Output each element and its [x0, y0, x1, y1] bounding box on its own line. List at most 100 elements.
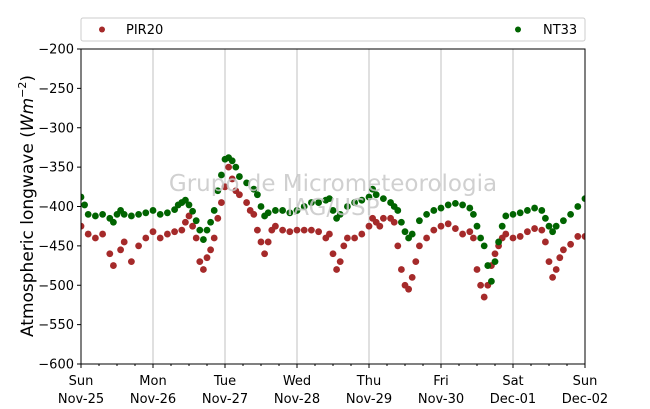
- data-point: [214, 187, 222, 195]
- x-tick-label-date: Nov-27: [202, 392, 248, 407]
- data-point: [92, 234, 99, 242]
- data-point: [401, 228, 409, 236]
- data-point: [531, 225, 538, 232]
- data-point: [127, 212, 135, 220]
- data-point: [444, 201, 452, 209]
- data-point: [444, 220, 452, 228]
- data-point: [574, 203, 582, 210]
- data-point: [171, 206, 179, 214]
- data-point: [257, 203, 265, 210]
- data-point: [293, 207, 301, 214]
- data-point: [236, 173, 243, 180]
- data-point: [416, 217, 423, 225]
- data-point: [459, 230, 466, 238]
- data-point: [300, 226, 308, 234]
- data-point: [200, 266, 207, 273]
- data-point: [405, 285, 412, 293]
- y-tick-label: −350: [38, 161, 74, 176]
- data-point: [203, 254, 211, 262]
- data-point: [182, 218, 189, 226]
- y-tick-label: −400: [38, 200, 74, 215]
- data-point: [390, 218, 398, 226]
- data-point: [466, 204, 474, 212]
- x-tick-label-date: Dec-02: [562, 392, 608, 407]
- data-point: [398, 266, 405, 273]
- data-point: [264, 238, 272, 246]
- data-point: [272, 207, 279, 214]
- data-point: [545, 222, 553, 230]
- data-point: [164, 209, 171, 217]
- data-point: [473, 266, 481, 273]
- data-point: [99, 210, 106, 218]
- x-tick-label-day: Sun: [69, 374, 94, 389]
- data-point: [300, 203, 308, 210]
- x-tick-label-day: Thu: [356, 374, 381, 389]
- data-point: [560, 217, 567, 225]
- data-point: [250, 210, 258, 218]
- data-point: [376, 222, 384, 230]
- data-point: [135, 210, 143, 218]
- data-point: [120, 238, 128, 246]
- data-point: [156, 234, 164, 242]
- y-tick-label: −450: [38, 239, 74, 254]
- data-point: [192, 234, 200, 242]
- data-point: [189, 207, 197, 215]
- data-point: [542, 238, 549, 246]
- data-point: [351, 199, 358, 206]
- data-point: [524, 207, 531, 214]
- data-point: [254, 226, 261, 234]
- series-pir20: [81, 163, 585, 301]
- data-point: [488, 277, 495, 285]
- data-point: [214, 214, 222, 222]
- data-point: [308, 226, 315, 234]
- y-tick-label: −500: [38, 279, 74, 294]
- x-tick-label-day: Sat: [502, 374, 523, 389]
- data-point: [232, 163, 240, 171]
- data-point: [369, 185, 376, 193]
- data-point: [394, 207, 402, 214]
- data-point: [135, 242, 143, 250]
- data-point: [264, 209, 272, 217]
- data-point: [560, 246, 567, 254]
- data-point: [178, 226, 186, 234]
- data-point: [142, 234, 150, 242]
- data-point: [185, 201, 193, 209]
- data-point: [326, 230, 333, 238]
- legend-marker-pir20: [99, 26, 105, 33]
- data-point: [509, 234, 517, 242]
- data-point: [171, 228, 179, 236]
- data-point: [84, 230, 92, 238]
- data-point: [538, 226, 546, 234]
- data-point: [408, 230, 416, 238]
- data-point: [189, 222, 197, 230]
- data-point: [380, 214, 387, 222]
- data-point: [549, 228, 556, 236]
- y-axis-label: Atmospheric longwave (Wm−2): [16, 75, 38, 337]
- data-point: [473, 222, 481, 230]
- data-point: [185, 212, 193, 220]
- data-point: [81, 222, 85, 230]
- legend: PIR20 NT33: [80, 17, 586, 42]
- data-point: [315, 199, 322, 206]
- x-tick-label-date: Nov-25: [58, 392, 104, 407]
- data-point: [149, 207, 157, 214]
- data-point: [545, 258, 553, 266]
- data-point: [92, 212, 99, 220]
- data-point: [412, 258, 420, 266]
- data-point: [81, 193, 85, 201]
- y-axis: −600 −550 −500 −450 −400 −350 −300 −250 −200: [38, 43, 81, 373]
- data-point: [81, 201, 88, 209]
- data-point: [272, 222, 279, 230]
- data-point: [236, 191, 243, 199]
- legend-frame: [80, 17, 586, 42]
- data-point: [437, 222, 445, 230]
- watermark: Grupo de Micrometeorologia IAG/USP: [169, 171, 497, 221]
- data-point: [398, 218, 405, 226]
- x-tick-label-date: Nov-26: [130, 392, 176, 407]
- data-point: [452, 199, 459, 207]
- data-point: [477, 281, 484, 289]
- data-point: [524, 228, 531, 236]
- data-point: [556, 254, 564, 262]
- data-point: [358, 196, 366, 204]
